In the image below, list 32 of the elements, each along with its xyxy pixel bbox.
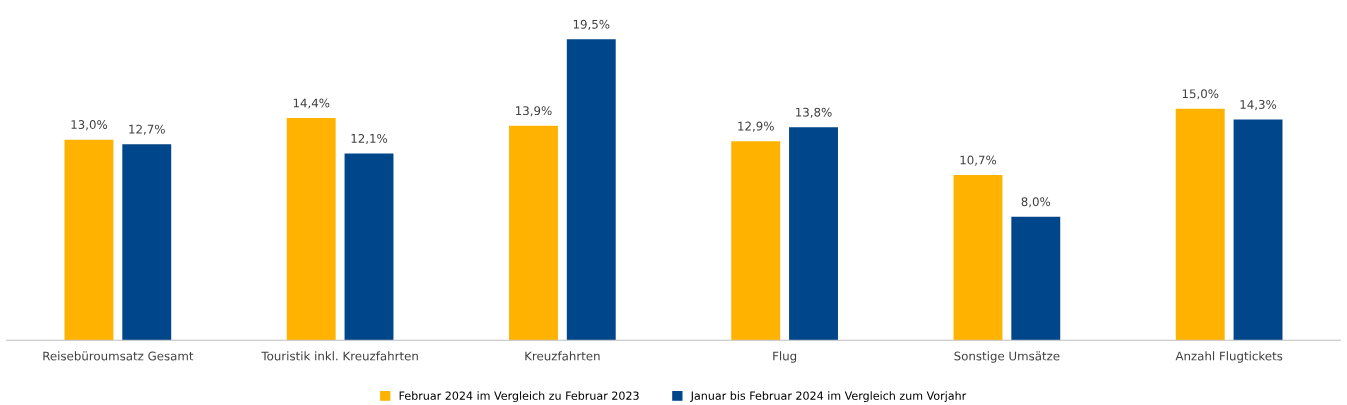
bar (1233, 119, 1283, 341)
bar (122, 144, 172, 341)
bar (731, 141, 781, 341)
data-label: 12,9% (738, 121, 774, 132)
x-tick-label: Reisebüroumsatz Gesamt (43, 351, 194, 361)
bar (1011, 216, 1061, 341)
legend-label: Februar 2024 im Vergleich zu Februar 2023 (399, 391, 639, 403)
legend-label: Januar bis Februar 2024 im Vergleich zum Vorjahr (690, 391, 967, 403)
data-label: 14,4% (293, 98, 330, 109)
x-tick-label: Flug (773, 351, 797, 363)
data-label: 13,8% (796, 107, 832, 118)
data-label: 13,0% (71, 120, 108, 131)
data-label: 14,3% (1240, 100, 1277, 111)
bar (789, 127, 838, 341)
x-tick-label: Touristik inkl. Kreuzfahrten (261, 351, 418, 361)
bar (566, 39, 616, 341)
bar (509, 125, 558, 341)
x-tick-label: Anzahl Flugtickets (1175, 351, 1283, 363)
data-label: 19,5% (573, 19, 610, 30)
data-label: 12,7% (129, 124, 165, 135)
bar (286, 118, 336, 341)
x-tick-label: Sonstige Umsätze (954, 351, 1060, 363)
bar (1175, 108, 1225, 341)
data-label: 13,9% (516, 106, 552, 117)
bar (64, 139, 114, 341)
data-label: 10,7% (960, 155, 997, 166)
data-label: 15,0% (1182, 89, 1219, 100)
data-label: 8,0% (1021, 197, 1051, 208)
x-tick-label: Kreuzfahrten (525, 351, 600, 361)
bar (344, 153, 394, 341)
bar (953, 175, 1003, 341)
data-label: 12,1% (351, 133, 388, 145)
